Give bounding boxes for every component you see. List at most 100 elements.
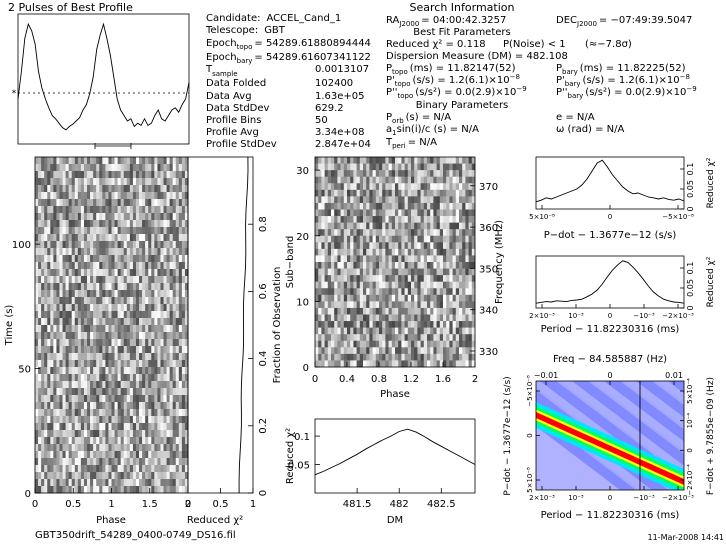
- subband-phase-cell: [439, 216, 444, 223]
- time-phase-cell: [68, 437, 73, 445]
- time-phase-cell: [56, 339, 60, 347]
- subband-phase-cell: [430, 248, 434, 256]
- time-phase-cell: [87, 276, 91, 284]
- subband-phase-cell: [459, 340, 463, 348]
- time-phase-cell: [74, 472, 79, 480]
- time-phase-cell: [65, 332, 69, 340]
- time-phase-cell: [120, 367, 125, 375]
- time-phase-cell: [163, 346, 167, 354]
- map-toptick-label: −0.01: [534, 371, 559, 380]
- time-phase-cell: [41, 339, 45, 347]
- time-phase-cell: [83, 486, 88, 494]
- time-phase-cell: [77, 227, 82, 235]
- subband-phase-cell: [468, 183, 473, 191]
- subband-phase-cell: [452, 242, 457, 250]
- subband-phase-cell: [398, 288, 402, 296]
- time-phase-cell: [178, 276, 183, 284]
- subband-phase-cell: [350, 189, 354, 197]
- subband-phase-cell: [433, 163, 437, 171]
- subband-phase-cell: [382, 340, 386, 348]
- time-phase-cell: [139, 262, 143, 270]
- time-phase-cell: [35, 255, 39, 263]
- time-phase-cell: [126, 164, 131, 172]
- subband-phase-cell: [411, 163, 415, 171]
- chi-frac-ylabel: Fraction of Observation: [272, 267, 283, 384]
- subband-phase-cell: [379, 235, 383, 243]
- time-phase-cell: [129, 416, 134, 424]
- time-phase-cell: [172, 241, 177, 249]
- time-phase-cell: [68, 311, 73, 319]
- time-phase-cell: [41, 262, 45, 270]
- time-phase-cell: [126, 227, 131, 235]
- subband-phase-cell: [347, 222, 351, 230]
- time-phase-cell: [71, 458, 76, 466]
- time-phase-cell: [175, 381, 180, 389]
- subband-phase-cell: [315, 163, 319, 171]
- time-phase-cell: [172, 346, 177, 354]
- time-phase-cell: [74, 262, 79, 270]
- subband-phase-cell: [414, 301, 418, 309]
- time-phase-cell: [181, 192, 186, 200]
- subband-phase-cell: [471, 334, 476, 342]
- time-phase-cell: [145, 269, 149, 277]
- time-phase-cell: [38, 178, 42, 186]
- subband-phase-cell: [388, 281, 393, 289]
- time-phase-cell: [102, 171, 106, 179]
- subband-phase-cell: [459, 157, 463, 164]
- subband-phase-cell: [404, 202, 409, 210]
- time-phase-cell: [77, 311, 82, 319]
- subband-phase-cell: [391, 281, 396, 289]
- time-phase-cell: [108, 437, 112, 445]
- time-phase-cell: [145, 395, 149, 403]
- subband-phase-cell: [455, 321, 460, 328]
- time-phase-cell: [154, 164, 158, 172]
- subband-phase-cell: [327, 229, 332, 237]
- time-phase-cell: [90, 220, 94, 228]
- time-phase-cell: [38, 185, 42, 193]
- time-phase-cell: [120, 185, 125, 193]
- subband-phase-cell: [433, 222, 437, 230]
- time-phase-cell: [175, 479, 180, 487]
- map-rtick-label: 10⁻⁴: [686, 413, 694, 429]
- subband-phase-cell: [449, 196, 453, 204]
- time-phase-cell: [68, 283, 73, 291]
- subband-phase-cell: [439, 176, 444, 184]
- time-phase-cell: [99, 255, 103, 263]
- subband-phase-cell: [452, 202, 457, 210]
- time-phase-cell: [80, 381, 85, 389]
- time-phase-cell: [105, 444, 109, 452]
- time-phase-cell: [157, 248, 161, 256]
- time-phase-cell: [184, 423, 189, 431]
- time-phase-cell: [132, 486, 137, 494]
- time-phase-cell: [65, 472, 69, 480]
- time-phase-cell: [59, 269, 63, 277]
- time-phase-cell: [154, 248, 158, 256]
- time-phase-cell: [53, 178, 57, 186]
- time-phase-cell: [53, 290, 57, 298]
- subband-phase-cell: [347, 202, 351, 210]
- time-phase-cell: [53, 388, 57, 396]
- time-phase-cell: [148, 395, 152, 403]
- subband-phase-cell: [398, 347, 402, 355]
- time-phase-cell: [142, 164, 146, 172]
- subband-phase-cell: [372, 353, 377, 361]
- subband-phase-cell: [404, 209, 409, 217]
- subband-phase-cell: [446, 176, 450, 184]
- subband-phase-cell: [318, 327, 322, 335]
- time-phase-cell: [169, 409, 173, 417]
- subband-phase-cell: [471, 268, 476, 276]
- time-phase-cell: [181, 199, 186, 207]
- subband-phase-cell: [375, 327, 380, 335]
- subband-phase-cell: [343, 242, 348, 250]
- time-phase-cell: [41, 332, 45, 340]
- subband-phase-cell: [398, 327, 402, 335]
- subband-phase-cell: [407, 176, 412, 184]
- time-phase-cell: [99, 234, 103, 242]
- subband-phase-cell: [318, 347, 322, 355]
- subband-phase-cell: [423, 229, 428, 237]
- time-phase-cell: [44, 318, 48, 326]
- time-phase-cell: [175, 465, 180, 473]
- time-phase-cell: [47, 472, 51, 480]
- subband-phase-cell: [331, 281, 335, 289]
- time-phase-cell: [50, 479, 54, 487]
